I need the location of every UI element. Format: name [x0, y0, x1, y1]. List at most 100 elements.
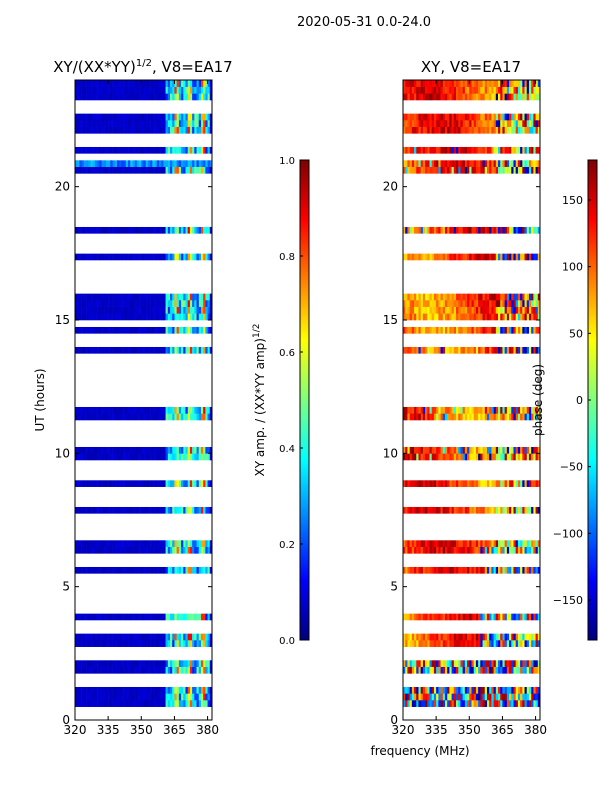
- heatmap-cell: [158, 146, 162, 154]
- heatmap-cell: [533, 93, 536, 101]
- heatmap-cell: [456, 166, 459, 174]
- heatmap-cell: [196, 93, 200, 101]
- heatmap-cell: [464, 546, 468, 554]
- heatmap-cell: [94, 326, 98, 334]
- heatmap-cell: [121, 640, 124, 647]
- heatmap-cell: [112, 660, 116, 667]
- heatmap-cell: [178, 566, 182, 574]
- heatmap-cell: [458, 686, 461, 694]
- heatmap-cell: [509, 120, 512, 127]
- heatmap-cell: [482, 306, 486, 314]
- heatmap-cell: [203, 146, 206, 154]
- heatmap-cell: [209, 86, 213, 94]
- heatmap-cell: [187, 113, 191, 121]
- heatmap-cell: [484, 506, 488, 514]
- heatmap-cell: [183, 86, 186, 94]
- heatmap-cell: [414, 633, 417, 641]
- heatmap-cell: [456, 666, 459, 674]
- heatmap-cell: [185, 413, 188, 421]
- heatmap-cell: [181, 126, 184, 134]
- heatmap-cell: [75, 693, 78, 701]
- heatmap-cell: [194, 113, 197, 121]
- heatmap-cell: [411, 540, 415, 547]
- heatmap-cell: [451, 253, 455, 261]
- y-tick-label: 15: [383, 313, 398, 327]
- heatmap-cell: [433, 480, 437, 487]
- heatmap-cell: [436, 326, 439, 334]
- heatmap-cell: [88, 126, 91, 134]
- heatmap-cell: [125, 546, 129, 554]
- heatmap-cell: [110, 540, 113, 547]
- heatmap-cell: [431, 126, 435, 134]
- heatmap-cell: [502, 293, 505, 301]
- heatmap-cell: [440, 146, 444, 154]
- heatmap-cell: [440, 86, 444, 94]
- heatmap-cell: [500, 480, 503, 487]
- heatmap-cell: [90, 666, 93, 674]
- heatmap-cell: [537, 446, 541, 454]
- flagged-row: [403, 386, 540, 394]
- heatmap-cell: [409, 446, 413, 454]
- flagged-row: [75, 460, 212, 467]
- heatmap-cell: [513, 613, 516, 621]
- heatmap-cell: [178, 413, 182, 421]
- heatmap-cell: [407, 80, 410, 87]
- heatmap-cell: [207, 660, 211, 667]
- heatmap-cell: [425, 120, 428, 127]
- heatmap-cell: [207, 346, 211, 354]
- heatmap-cell: [141, 506, 144, 514]
- heatmap-cell: [112, 640, 116, 647]
- heatmap-cell: [440, 313, 444, 321]
- heatmap-cell: [427, 306, 430, 314]
- heatmap-cell: [198, 633, 202, 641]
- heatmap-cell: [533, 660, 536, 667]
- heatmap-cell: [145, 453, 149, 461]
- heatmap-cell: [187, 293, 191, 301]
- heatmap-cell: [495, 540, 499, 547]
- heatmap-cell: [116, 506, 120, 514]
- heatmap-cell: [522, 660, 525, 667]
- heatmap-cell: [515, 413, 519, 421]
- heatmap-cell: [537, 166, 541, 174]
- heatmap-cell: [420, 346, 424, 354]
- heatmap-cell: [136, 700, 140, 707]
- heatmap-cell: [116, 540, 120, 547]
- heatmap-cell: [83, 346, 87, 354]
- heatmap-cell: [198, 413, 202, 421]
- heatmap-cell: [464, 346, 468, 354]
- heatmap-cell: [418, 313, 421, 321]
- heatmap-cell: [165, 406, 169, 414]
- heatmap-cell: [92, 540, 96, 547]
- heatmap-cell: [495, 160, 499, 167]
- heatmap-cell: [86, 686, 89, 694]
- heatmap-cell: [136, 640, 140, 647]
- heatmap-cell: [453, 126, 457, 134]
- heatmap-cell: [170, 93, 173, 101]
- heatmap-cell: [108, 120, 111, 127]
- heatmap-cell: [429, 113, 433, 121]
- heatmap-cell: [158, 326, 162, 334]
- flagged-row: [75, 373, 212, 381]
- heatmap-cell: [524, 226, 528, 234]
- heatmap-cell: [152, 326, 155, 334]
- heatmap-cell: [473, 226, 477, 234]
- heatmap-cell: [145, 613, 149, 621]
- heatmap-cell: [531, 666, 534, 674]
- heatmap-cell: [502, 146, 505, 154]
- heatmap-cell: [464, 293, 468, 301]
- heatmap-cell: [170, 446, 173, 454]
- heatmap-cell: [411, 700, 415, 707]
- heatmap-cell: [134, 660, 138, 667]
- heatmap-cell: [114, 300, 118, 307]
- heatmap-cell: [407, 546, 410, 554]
- heatmap-cell: [161, 306, 164, 314]
- heatmap-cell: [178, 700, 182, 707]
- heatmap-cell: [161, 253, 164, 261]
- heatmap-cell: [147, 693, 151, 701]
- heatmap-cell: [533, 453, 536, 461]
- heatmap-cell: [105, 146, 109, 154]
- heatmap-cell: [174, 160, 177, 167]
- heatmap-cell: [414, 146, 417, 154]
- heatmap-cell: [420, 146, 424, 154]
- heatmap-cell: [83, 326, 87, 334]
